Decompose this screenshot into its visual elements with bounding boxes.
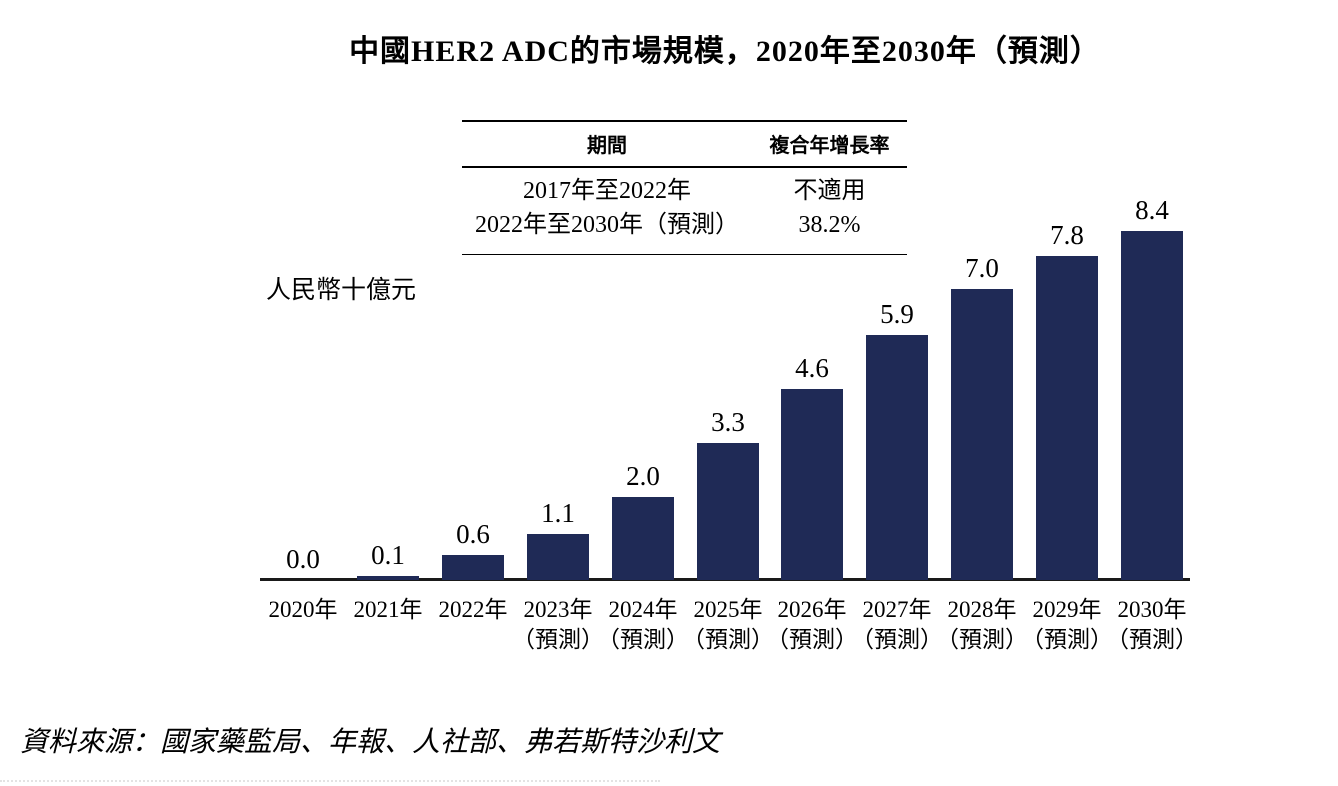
x-axis-label-forecast-note: （預測） (682, 627, 774, 652)
bar-value-label-2027年: 5.9 (880, 299, 914, 329)
x-axis-label-forecast-note: （預測） (936, 627, 1028, 652)
x-axis-label-2026年: 2026年 （預測） (757, 595, 867, 655)
source-note: 資料來源：國家藥監局、年報、人社部、弗若斯特沙利文 (20, 727, 721, 758)
x-axis-label-2028年: 2028年 （預測） (927, 595, 1037, 655)
x-axis-label-forecast-note: （預測） (851, 627, 943, 652)
cagr-table-body: 2017年至2022年 不適用 2022年至2030年（預測） 38.2% (462, 168, 907, 254)
bar-value-label-2020年: 0.0 (286, 544, 320, 574)
x-axis-label-year: 2030年 (1117, 597, 1187, 622)
x-axis-label-2022年: 2022年 (418, 595, 528, 625)
x-axis-label-2024年: 2024年 （預測） (588, 595, 698, 655)
x-axis-label-year: 2028年 (947, 597, 1017, 622)
x-axis-label-forecast-note: （預測） (766, 627, 858, 652)
x-axis-label-2027年: 2027年 （預測） (842, 595, 952, 655)
cagr-table-row-1: 2022年至2030年（預測） 38.2% (462, 208, 907, 242)
x-axis-label-year: 2027年 (862, 597, 932, 622)
x-axis-label-year: 2029年 (1032, 597, 1102, 622)
x-axis-label-2020年: 2020年 (248, 595, 358, 625)
x-axis-label-forecast-note: （預測） (597, 627, 689, 652)
chart-title: 中國HER2 ADC的市場規模，2020年至2030年（預測） (349, 35, 1101, 68)
x-axis-label-year: 2022年 (438, 597, 508, 622)
bar-2024年 (612, 497, 674, 580)
bar-2021年 (357, 576, 419, 580)
bar-value-label-2021年: 0.1 (371, 540, 405, 570)
bar-2025年 (697, 443, 759, 580)
cagr-value: 不適用 (793, 178, 866, 204)
bar-value-label-2029年: 7.8 (1050, 220, 1084, 250)
bar-value-label-2024年: 2.0 (626, 461, 660, 491)
cagr-period: 2022年至2030年（預測） (475, 212, 739, 238)
bar-2030年 (1121, 231, 1183, 580)
x-axis-label-forecast-note: （預測） (1021, 627, 1113, 652)
bar-2028年 (951, 289, 1013, 580)
cagr-period: 2017年至2022年 (523, 178, 691, 204)
x-axis-label-year: 2020年 (268, 597, 338, 622)
cagr-header-period: 期間 (587, 135, 627, 157)
bar-value-label-2025年: 3.3 (711, 407, 745, 437)
cagr-header-rate: 複合年增長率 (769, 135, 890, 157)
x-axis-label-forecast-note: （預測） (1106, 627, 1198, 652)
bar-2026年 (781, 389, 843, 580)
bar-value-label-2028年: 7.0 (965, 253, 999, 283)
bar-value-label-2026年: 4.6 (795, 353, 829, 383)
cagr-value: 38.2% (798, 212, 861, 238)
x-axis-label-year: 2024年 (608, 597, 678, 622)
x-axis-label-year: 2025年 (693, 597, 763, 622)
bar-2022年 (442, 555, 504, 580)
cagr-table: 期間 複合年增長率 2017年至2022年 不適用 2022年至2030年（預測） 3… (462, 120, 907, 255)
bar-value-label-2023年: 1.1 (541, 498, 575, 528)
bar-value-label-2022年: 0.6 (456, 519, 490, 549)
cagr-table-header: 期間 複合年增長率 (462, 122, 907, 168)
x-axis-label-year: 2023年 (523, 597, 593, 622)
cagr-table-row-0: 2017年至2022年 不適用 (462, 174, 907, 208)
page-edge-artifact (0, 780, 660, 782)
bar-2027年 (866, 335, 928, 580)
bar-2023年 (527, 534, 589, 580)
x-axis-label-2030年: 2030年 （預測） (1097, 595, 1207, 655)
y-axis-unit-label: 人民幣十億元 (266, 277, 417, 304)
bar-2029年 (1036, 256, 1098, 580)
x-axis-label-year: 2021年 (353, 597, 423, 622)
bar-value-label-2030年: 8.4 (1135, 195, 1169, 225)
x-axis-label-2021年: 2021年 (333, 595, 443, 625)
x-axis-label-year: 2026年 (777, 597, 847, 622)
x-axis-label-forecast-note: （預測） (512, 627, 604, 652)
x-axis-label-2023年: 2023年 （預測） (503, 595, 613, 655)
x-axis-label-2029年: 2029年 （預測） (1012, 595, 1122, 655)
x-axis-label-2025年: 2025年 （預測） (673, 595, 783, 655)
